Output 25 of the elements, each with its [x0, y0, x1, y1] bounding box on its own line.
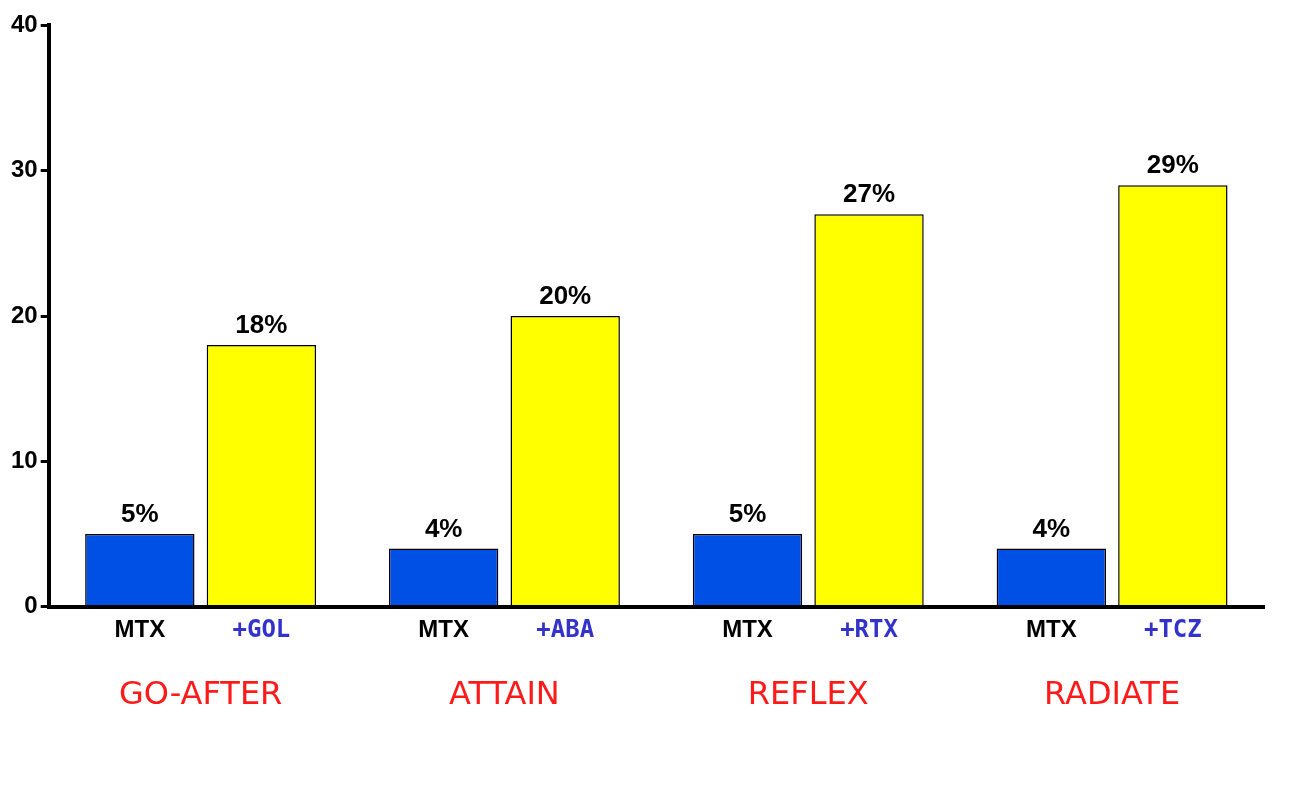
text: +TCZ [1143, 614, 1202, 643]
text: MTX [1025, 615, 1077, 643]
data-label: 27% [843, 178, 896, 209]
data-label: 20% [539, 280, 592, 311]
data-label: 5% [121, 498, 159, 529]
data-label: 29% [1146, 149, 1199, 180]
y-tick-label: 40 [10, 10, 38, 38]
data-label: 4% [1032, 512, 1071, 543]
data-label: 18% [235, 309, 288, 340]
series-label: MTX [114, 615, 166, 643]
y-tick-label: 30 [10, 155, 38, 183]
text: MTX [418, 615, 470, 643]
text: +RTX [840, 614, 899, 643]
x-tick-label: GO-AFTER [118, 674, 283, 713]
text: MTX [722, 615, 773, 643]
x-tick-label: ATTAIN [449, 674, 560, 713]
data-label: 4% [424, 512, 463, 543]
text: +GOL [232, 614, 291, 643]
y-tick-label: 10 [10, 445, 38, 473]
data-label: 5% [728, 498, 767, 529]
y-tick-label: 20 [10, 300, 38, 328]
x-tick-label: RADIATE [1044, 674, 1181, 713]
text: +ABA [536, 614, 595, 643]
x-tick-label: REFLEX [747, 674, 869, 713]
y-tick-label: 0 [24, 591, 38, 619]
